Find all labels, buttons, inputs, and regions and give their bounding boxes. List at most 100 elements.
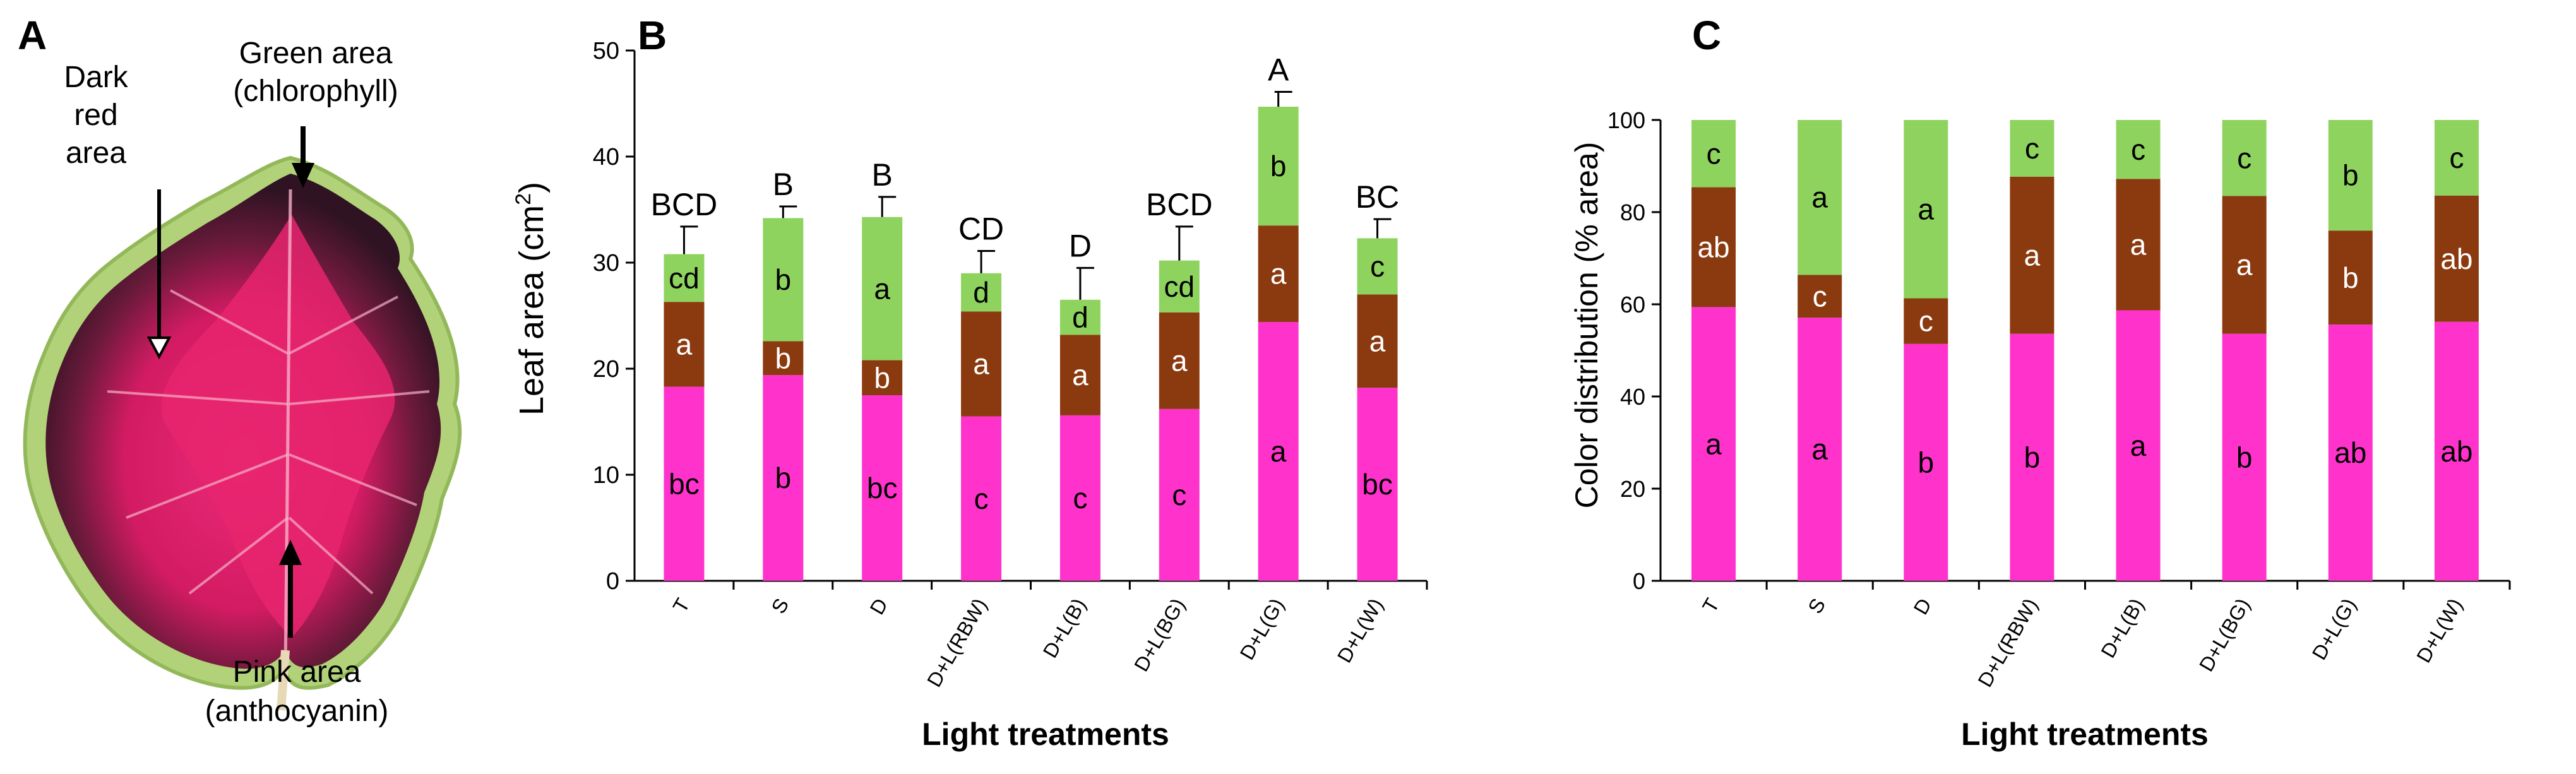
panel-b-label: B <box>638 13 667 58</box>
ann-dark-red-line2: red <box>74 98 117 132</box>
panel-b-category-label: D+L(B) <box>1039 595 1090 662</box>
panel-c-ylabel: Color distribution (% area) <box>1569 142 1604 509</box>
panel-b-bar-letter: a <box>1270 258 1287 290</box>
panel-b-bar-letter: d <box>1072 301 1088 334</box>
ann-green-line1: Green area <box>239 37 393 70</box>
panel-b-bar-letter: a <box>1369 324 1386 357</box>
panel-b-category-label: D+L(G) <box>1236 595 1289 664</box>
panel-c-bar-letter: ab <box>2440 435 2472 468</box>
panel-b-ytick-label: 30 <box>593 250 619 277</box>
panel-b-bar-letter: a <box>1270 435 1287 468</box>
panel-c-bar-pink <box>2010 333 2054 581</box>
panel-b-bar-green <box>1159 260 1200 313</box>
panel-c-bar-green <box>2010 120 2054 177</box>
panel-c-bar-letter: c <box>1919 305 1933 338</box>
panel-b-bar-letter: a <box>973 348 989 381</box>
panel-b-bar-brown <box>1258 225 1299 323</box>
panel-b-bar-green <box>862 217 903 360</box>
panel-b-bar-pink <box>961 416 1002 581</box>
panel-c-xlabel: Light treatments <box>1961 717 2209 752</box>
panel-c-bar-brown <box>2328 230 2373 325</box>
panel-b-ytick-label: 0 <box>606 568 619 595</box>
panel-b-total-letter: D <box>1069 228 1092 263</box>
panel-b-total-letter: BC <box>1356 179 1399 215</box>
ann-pink-line2: (anthocyanin) <box>205 694 389 728</box>
ann-dark-red-line1: Dark <box>64 61 128 94</box>
panel-c-bar-brown <box>2010 176 2054 334</box>
panel-c-bar-letter: a <box>1811 181 1828 214</box>
panel-b-bar-pink <box>1357 388 1398 581</box>
panel-c-bar-pink <box>1904 343 1948 581</box>
panel-c-bar-green <box>1798 120 1842 275</box>
panel-c-category-label: D+L(B) <box>2096 595 2148 662</box>
panel-c-bar-pink <box>2222 333 2267 581</box>
panel-c-bar-pink <box>1798 318 1842 581</box>
panel-b-bar-letter: a <box>874 272 890 305</box>
panel-c-bar-letter: c <box>1707 137 1721 170</box>
panel-c-bar-letter: c <box>2449 141 2464 174</box>
panel-b-ytick-label: 20 <box>593 356 619 383</box>
panel-b-category-label: D <box>866 595 893 619</box>
panel-c-bar-letter: c <box>2131 133 2145 166</box>
panel-c-chart: C Color distribution (% area) Light trea… <box>1569 13 2511 752</box>
panel-b-bar-letter: bc <box>867 472 898 504</box>
panel-c-bar-letter: b <box>2342 159 2359 192</box>
panel-c-bar-pink <box>2116 310 2161 581</box>
panel-c-bar-letter: a <box>2024 239 2041 271</box>
panel-a: A Dark red area Green area (chlorophyll)… <box>18 13 462 728</box>
panel-c-bar-letter: b <box>2024 441 2041 473</box>
panel-c-bar-brown <box>1798 275 1842 318</box>
panel-b-bar-green <box>1357 238 1398 295</box>
panel-c-bar-letter: c <box>1813 280 1827 313</box>
panel-b-bar-brown <box>1357 294 1398 388</box>
panel-b-ytick-label: 10 <box>593 462 619 489</box>
panel-b-bar-letter: c <box>1370 250 1385 283</box>
panel-b-bar-letter: bc <box>1362 468 1393 501</box>
panel-c-bar-letter: a <box>1705 427 1722 460</box>
panel-c-bar-letter: a <box>2130 229 2147 261</box>
panel-b-bar-pink <box>763 375 804 581</box>
panel-b-bar-green <box>664 254 705 302</box>
panel-c-category-label: T <box>1698 595 1724 617</box>
panel-c-bar-letter: b <box>2342 261 2359 294</box>
panel-b-bar-pink <box>1059 415 1100 581</box>
panel-b-bar-letter: c <box>1073 482 1087 515</box>
panel-b-bar-pink <box>1159 408 1200 581</box>
panel-b-bar-letter: b <box>775 461 792 494</box>
panel-b-bar-green <box>1258 107 1299 226</box>
panel-c-category-label: D <box>1909 595 1936 619</box>
panel-b-bar-letter: d <box>973 276 989 309</box>
panel-b-ylabel: Leaf area (cm2) <box>511 182 551 415</box>
panel-b-total-letter: CD <box>958 211 1004 247</box>
panel-c-bar-letter: ab <box>2334 436 2366 469</box>
panel-b-bar-letter: cd <box>1164 270 1195 303</box>
panel-b-total-letter: BCD <box>1146 187 1213 222</box>
panel-b-category-label: T <box>669 595 695 617</box>
panel-b-bar-brown <box>664 302 705 387</box>
panel-c-bar-letter: a <box>1811 433 1828 466</box>
panel-c-bar-brown <box>2116 179 2161 311</box>
panel-b-bar-green <box>961 273 1002 312</box>
panel-a-label: A <box>18 13 47 58</box>
panel-c-bar-brown <box>2222 196 2267 334</box>
panel-b-bar-pink <box>664 386 705 581</box>
panel-c-bar-letter: a <box>2130 429 2147 462</box>
panel-c-bar-letter: a <box>1918 193 1935 225</box>
panel-c-bar-brown <box>1904 298 1948 344</box>
panel-b-total-letter: A <box>1268 52 1289 88</box>
panel-b-ytick-label: 40 <box>593 144 619 170</box>
panel-c-category-label: D+L(RBW) <box>1974 595 2042 691</box>
panel-b-total-letter: B <box>773 167 794 202</box>
panel-c-category-label: D+L(G) <box>2308 595 2361 664</box>
panel-c-ytick-label: 0 <box>1633 568 1645 594</box>
panel-c-bar-letter: b <box>1918 446 1935 479</box>
panel-c-bar-green <box>2116 120 2161 179</box>
panel-c-bar-green <box>1904 120 1948 299</box>
panel-b-bar-brown <box>1059 335 1100 415</box>
panel-c-category-label: D+L(BG) <box>2195 595 2255 676</box>
ann-pink-arrowhead-icon <box>279 540 302 565</box>
panel-c-bar-letter: c <box>2237 141 2251 174</box>
panel-b-bar-letter: c <box>1172 479 1186 511</box>
panel-b-category-label: S <box>767 595 794 617</box>
